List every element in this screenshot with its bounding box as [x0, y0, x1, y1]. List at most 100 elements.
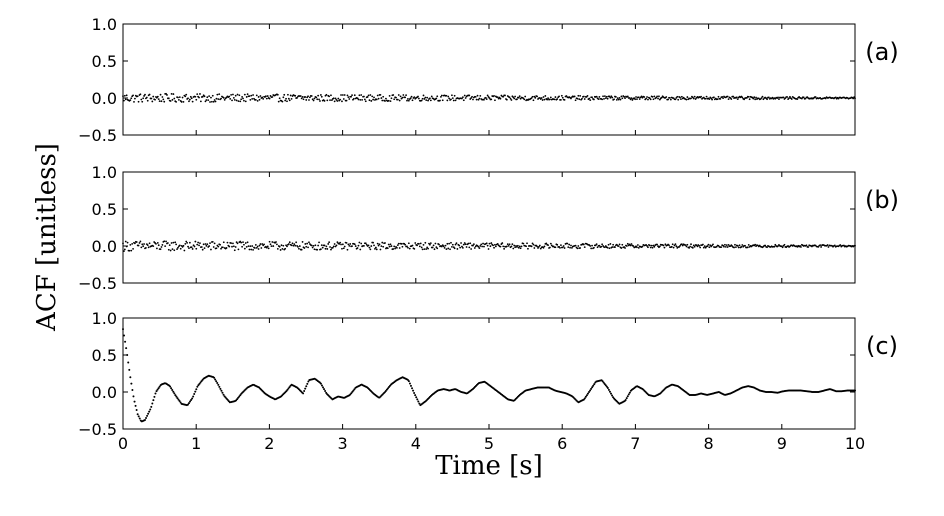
- data-point: [711, 98, 713, 101]
- data-point: [629, 98, 632, 101]
- plot-frame: [122, 171, 856, 284]
- data-point: [239, 100, 242, 103]
- data-point: [128, 249, 131, 252]
- data-point: [289, 94, 292, 97]
- data-point: [611, 96, 614, 99]
- data-point: [783, 243, 786, 246]
- data-point: [293, 243, 296, 246]
- data-point: [205, 99, 208, 101]
- data-point: [796, 98, 799, 101]
- data-point: [130, 249, 133, 252]
- data-point: [194, 390, 197, 393]
- data-point: [692, 244, 695, 247]
- data-point: [240, 241, 243, 244]
- data-point: [196, 243, 199, 246]
- data-point: [129, 376, 132, 379]
- x-tick-label: 7: [630, 434, 640, 453]
- data-point: [411, 244, 414, 247]
- data-point: [412, 389, 415, 392]
- data-point: [726, 246, 729, 248]
- data-point: [602, 95, 604, 98]
- data-point: [406, 245, 408, 248]
- data-point: [839, 244, 842, 246]
- data-point: [764, 244, 767, 247]
- data-point: [165, 240, 167, 243]
- data-point: [123, 94, 126, 97]
- data-point: [767, 96, 770, 99]
- data-point: [233, 98, 236, 101]
- data-point: [376, 242, 379, 245]
- data-point: [388, 245, 391, 248]
- data-point: [307, 95, 309, 98]
- y-tick-label: 1.0: [92, 15, 117, 34]
- data-point: [266, 95, 269, 97]
- data-point: [308, 99, 310, 101]
- data-point: [522, 242, 525, 245]
- data-point: [789, 95, 791, 98]
- data-point: [352, 97, 355, 100]
- data-point: [673, 244, 676, 247]
- data-point: [553, 98, 556, 101]
- data-point: [610, 95, 613, 98]
- series-points: [122, 92, 856, 103]
- data-point: [754, 243, 757, 246]
- data-point: [420, 246, 423, 249]
- data-point: [348, 245, 351, 247]
- data-point: [308, 96, 311, 99]
- data-point: [296, 96, 298, 99]
- data-point: [385, 97, 387, 100]
- data-point: [536, 95, 538, 98]
- data-point: [482, 242, 484, 245]
- data-point: [402, 94, 405, 96]
- data-point: [540, 97, 543, 99]
- data-point: [414, 394, 417, 397]
- data-point: [760, 97, 763, 99]
- data-point: [804, 97, 807, 100]
- data-point: [194, 240, 197, 243]
- data-point: [603, 97, 605, 100]
- data-point: [161, 96, 164, 98]
- data-point: [422, 244, 425, 246]
- data-point: [690, 243, 692, 246]
- data-point: [191, 248, 194, 250]
- data-point: [388, 94, 391, 97]
- data-point: [259, 243, 262, 245]
- data-point: [171, 388, 174, 391]
- data-point: [396, 244, 399, 247]
- data-point: [504, 94, 506, 97]
- data-point: [371, 95, 374, 98]
- data-point: [527, 247, 529, 250]
- data-point: [216, 93, 219, 96]
- data-point: [418, 97, 420, 100]
- data-point: [216, 382, 219, 385]
- data-point: [478, 97, 481, 100]
- data-point: [748, 98, 751, 101]
- data-point: [278, 97, 281, 100]
- data-point: [651, 246, 654, 249]
- data-point: [549, 246, 551, 249]
- data-point: [237, 100, 240, 103]
- data-point: [736, 98, 739, 101]
- data-point: [674, 243, 677, 246]
- data-point: [464, 243, 467, 246]
- data-point: [231, 99, 233, 102]
- data-point: [778, 98, 780, 101]
- data-point: [299, 95, 302, 97]
- data-point: [624, 247, 626, 249]
- data-point: [649, 98, 652, 101]
- data-point: [363, 98, 366, 101]
- data-point: [353, 94, 356, 97]
- data-point: [578, 98, 581, 101]
- data-point: [698, 245, 701, 247]
- data-point: [501, 242, 504, 244]
- data-point: [658, 245, 661, 248]
- data-point: [740, 246, 743, 248]
- data-point: [782, 96, 785, 99]
- data-point: [566, 242, 569, 245]
- data-point: [443, 246, 446, 249]
- data-point: [212, 100, 215, 103]
- data-point: [653, 95, 656, 98]
- data-point: [290, 97, 293, 100]
- data-point: [598, 96, 601, 98]
- plot-frame: [122, 23, 856, 136]
